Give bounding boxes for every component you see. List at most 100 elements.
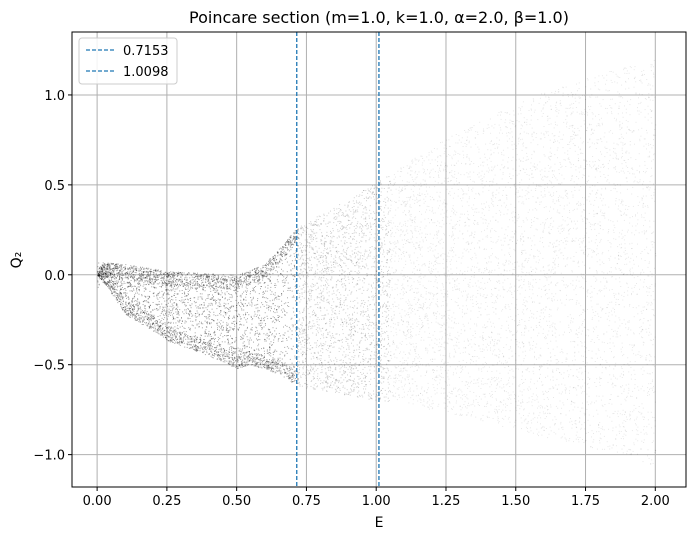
data-point bbox=[286, 254, 288, 255]
data-point bbox=[175, 285, 177, 287]
data-point bbox=[197, 281, 198, 283]
data-point bbox=[140, 285, 142, 287]
data-point bbox=[128, 312, 129, 314]
data-point bbox=[172, 280, 174, 281]
data-point bbox=[267, 367, 269, 369]
data-point bbox=[229, 362, 231, 364]
data-point bbox=[235, 281, 236, 283]
data-point bbox=[138, 315, 140, 317]
data-point bbox=[310, 237, 312, 239]
data-point bbox=[274, 254, 276, 256]
data-point bbox=[166, 289, 168, 290]
data-point bbox=[208, 333, 210, 335]
data-point bbox=[122, 287, 123, 288]
data-point bbox=[119, 265, 121, 266]
data-point bbox=[105, 272, 107, 274]
data-point bbox=[116, 265, 118, 267]
data-point bbox=[328, 347, 330, 349]
data-point bbox=[292, 373, 294, 375]
data-point bbox=[287, 290, 289, 291]
data-point bbox=[258, 333, 260, 335]
data-point bbox=[263, 364, 264, 366]
data-point bbox=[213, 320, 215, 322]
data-point bbox=[285, 257, 287, 259]
data-point bbox=[387, 378, 389, 380]
data-point bbox=[275, 361, 277, 363]
data-point bbox=[375, 396, 377, 398]
data-point bbox=[199, 296, 201, 298]
data-point bbox=[304, 262, 306, 264]
data-point bbox=[264, 316, 266, 318]
data-point bbox=[218, 356, 220, 358]
data-point bbox=[286, 364, 288, 366]
data-point bbox=[272, 264, 274, 266]
data-point bbox=[218, 358, 220, 360]
data-point bbox=[220, 328, 222, 330]
data-point bbox=[234, 282, 236, 284]
data-point bbox=[142, 272, 144, 274]
data-point bbox=[330, 351, 332, 353]
data-point bbox=[177, 325, 179, 327]
data-point bbox=[146, 267, 148, 269]
data-point bbox=[263, 297, 265, 299]
data-point bbox=[218, 325, 220, 327]
data-point bbox=[152, 324, 153, 326]
data-point bbox=[273, 257, 275, 259]
data-point bbox=[289, 377, 291, 379]
data-point bbox=[127, 297, 129, 298]
data-point bbox=[292, 307, 294, 309]
data-point bbox=[262, 363, 264, 365]
data-point bbox=[247, 339, 249, 341]
data-point bbox=[145, 288, 147, 290]
data-point bbox=[181, 281, 183, 283]
data-point bbox=[98, 275, 100, 277]
data-point bbox=[109, 281, 111, 283]
data-point bbox=[255, 269, 257, 271]
data-point bbox=[182, 338, 184, 340]
data-point bbox=[170, 321, 172, 323]
data-point bbox=[267, 318, 269, 320]
data-point bbox=[257, 303, 259, 305]
data-point bbox=[290, 273, 292, 275]
data-point bbox=[111, 293, 113, 295]
data-point bbox=[268, 338, 270, 340]
data-point bbox=[266, 352, 268, 354]
data-point bbox=[223, 279, 225, 281]
data-point bbox=[149, 282, 151, 284]
data-point bbox=[213, 332, 215, 334]
data-point bbox=[188, 313, 190, 314]
data-point bbox=[160, 334, 162, 336]
data-point bbox=[274, 255, 276, 257]
data-point bbox=[164, 282, 166, 284]
data-point bbox=[220, 360, 222, 362]
data-point bbox=[234, 320, 236, 322]
data-point bbox=[117, 295, 119, 296]
data-point bbox=[305, 250, 307, 252]
data-point bbox=[204, 335, 206, 337]
data-point bbox=[107, 267, 109, 269]
data-point bbox=[112, 288, 114, 290]
data-point bbox=[144, 311, 146, 313]
data-point bbox=[100, 272, 102, 274]
data-point bbox=[154, 280, 156, 282]
data-point bbox=[198, 326, 200, 328]
data-point bbox=[276, 309, 278, 311]
data-point bbox=[226, 291, 228, 293]
data-point bbox=[239, 276, 241, 278]
data-point bbox=[223, 305, 225, 307]
data-point bbox=[168, 332, 170, 334]
data-point bbox=[179, 320, 181, 322]
data-point bbox=[124, 306, 126, 308]
data-point bbox=[123, 292, 124, 294]
data-point bbox=[139, 280, 141, 282]
data-point bbox=[131, 314, 133, 316]
data-point bbox=[166, 284, 168, 286]
data-point bbox=[206, 321, 208, 323]
data-point bbox=[339, 270, 341, 272]
data-point bbox=[297, 245, 299, 247]
data-point bbox=[191, 303, 193, 305]
data-point bbox=[179, 331, 181, 333]
data-point bbox=[283, 279, 285, 281]
data-point bbox=[282, 246, 284, 248]
data-point bbox=[245, 282, 247, 284]
